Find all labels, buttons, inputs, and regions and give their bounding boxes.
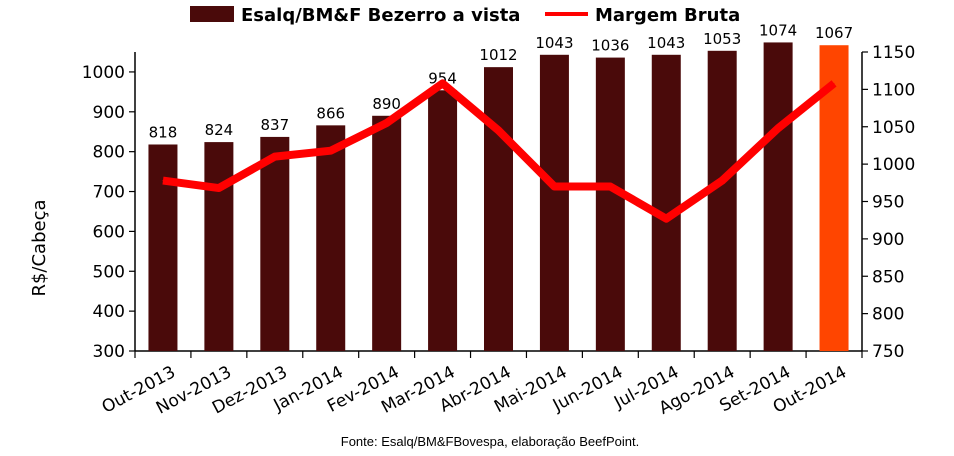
left-y-ticks: 300 400 500 600 700 800 900 1000 — [82, 63, 135, 362]
bar — [260, 136, 290, 351]
legend-label-bezerro: Esalq/BM&F Bezerro a vista — [241, 5, 520, 26]
bar — [651, 54, 681, 351]
left-tick-label: 900 — [93, 103, 125, 123]
margem-point — [665, 218, 667, 220]
bar — [484, 67, 513, 352]
margem-point — [777, 127, 779, 129]
margem-point — [721, 180, 723, 182]
bar — [204, 142, 234, 351]
x-axis-ticks: Out-2013Nov-2013Dez-2013Jan-2014Fev-2014… — [99, 351, 863, 419]
legend-label-margem: Margem Bruta — [595, 5, 740, 26]
bar — [148, 144, 178, 351]
legend-swatch-bezerro — [190, 6, 234, 22]
bar — [372, 115, 402, 351]
right-tick-label: 1150 — [872, 43, 915, 63]
bar — [763, 42, 793, 351]
bar-value-label: 1043 — [535, 34, 573, 52]
bar — [539, 54, 569, 351]
right-tick-label: 1100 — [872, 80, 915, 100]
bar-value-label: 954 — [428, 69, 457, 87]
left-tick-label: 800 — [93, 143, 125, 163]
bar — [428, 90, 458, 351]
left-tick-label: 400 — [93, 302, 125, 322]
bar-value-label: 866 — [316, 104, 345, 122]
right-tick-label: 950 — [872, 193, 904, 213]
left-tick-label: 600 — [93, 222, 125, 242]
margem-point — [330, 150, 332, 152]
bar-value-labels: 818 824 837 866 890 954 1012 1043 1036 1043 1053 10… — [149, 21, 853, 141]
bar-value-label: 824 — [205, 121, 234, 139]
y-axis-label: R$/Cabeça — [29, 199, 50, 296]
bar-value-label: 1053 — [703, 30, 741, 48]
bar-value-label: 890 — [372, 95, 401, 113]
right-y-ticks: 750 800 850 900 950 1000 1050 1100 1150 — [862, 43, 915, 362]
margem-point — [386, 122, 388, 124]
left-tick-label: 300 — [93, 342, 125, 362]
bars — [148, 42, 849, 352]
bar-value-label: 837 — [260, 116, 289, 134]
bar — [595, 57, 625, 352]
right-tick-label: 750 — [872, 342, 904, 362]
bar-value-label: 1074 — [759, 21, 797, 39]
right-tick-label: 1050 — [872, 118, 915, 138]
margem-point — [162, 180, 164, 182]
margem-point — [553, 186, 555, 188]
margem-point — [442, 82, 444, 84]
margem-point — [218, 187, 220, 189]
right-tick-label: 1000 — [872, 155, 915, 175]
legend: Esalq/BM&F Bezerro a vista Margem Bruta — [190, 5, 740, 26]
bar-value-label: 818 — [149, 123, 178, 141]
bar-value-label: 1043 — [647, 34, 685, 52]
margem-point — [833, 82, 835, 84]
left-tick-label: 1000 — [82, 63, 125, 83]
bar — [316, 125, 346, 351]
source-note: Fonte: Esalq/BM&FBovespa, elaboração Bee… — [341, 434, 639, 449]
margem-point — [274, 156, 276, 158]
bar-value-label: 1012 — [479, 46, 517, 64]
margem-point — [498, 129, 499, 131]
left-tick-label: 700 — [93, 183, 125, 203]
bar — [707, 50, 737, 351]
right-tick-label: 900 — [872, 230, 904, 250]
left-tick-label: 500 — [93, 262, 125, 282]
right-tick-label: 850 — [872, 267, 904, 287]
bar-value-label: 1067 — [815, 24, 853, 42]
right-tick-label: 800 — [872, 305, 904, 325]
margem-line-series — [162, 79, 837, 223]
margem-point — [609, 186, 611, 188]
bar-value-label: 1036 — [591, 37, 629, 55]
